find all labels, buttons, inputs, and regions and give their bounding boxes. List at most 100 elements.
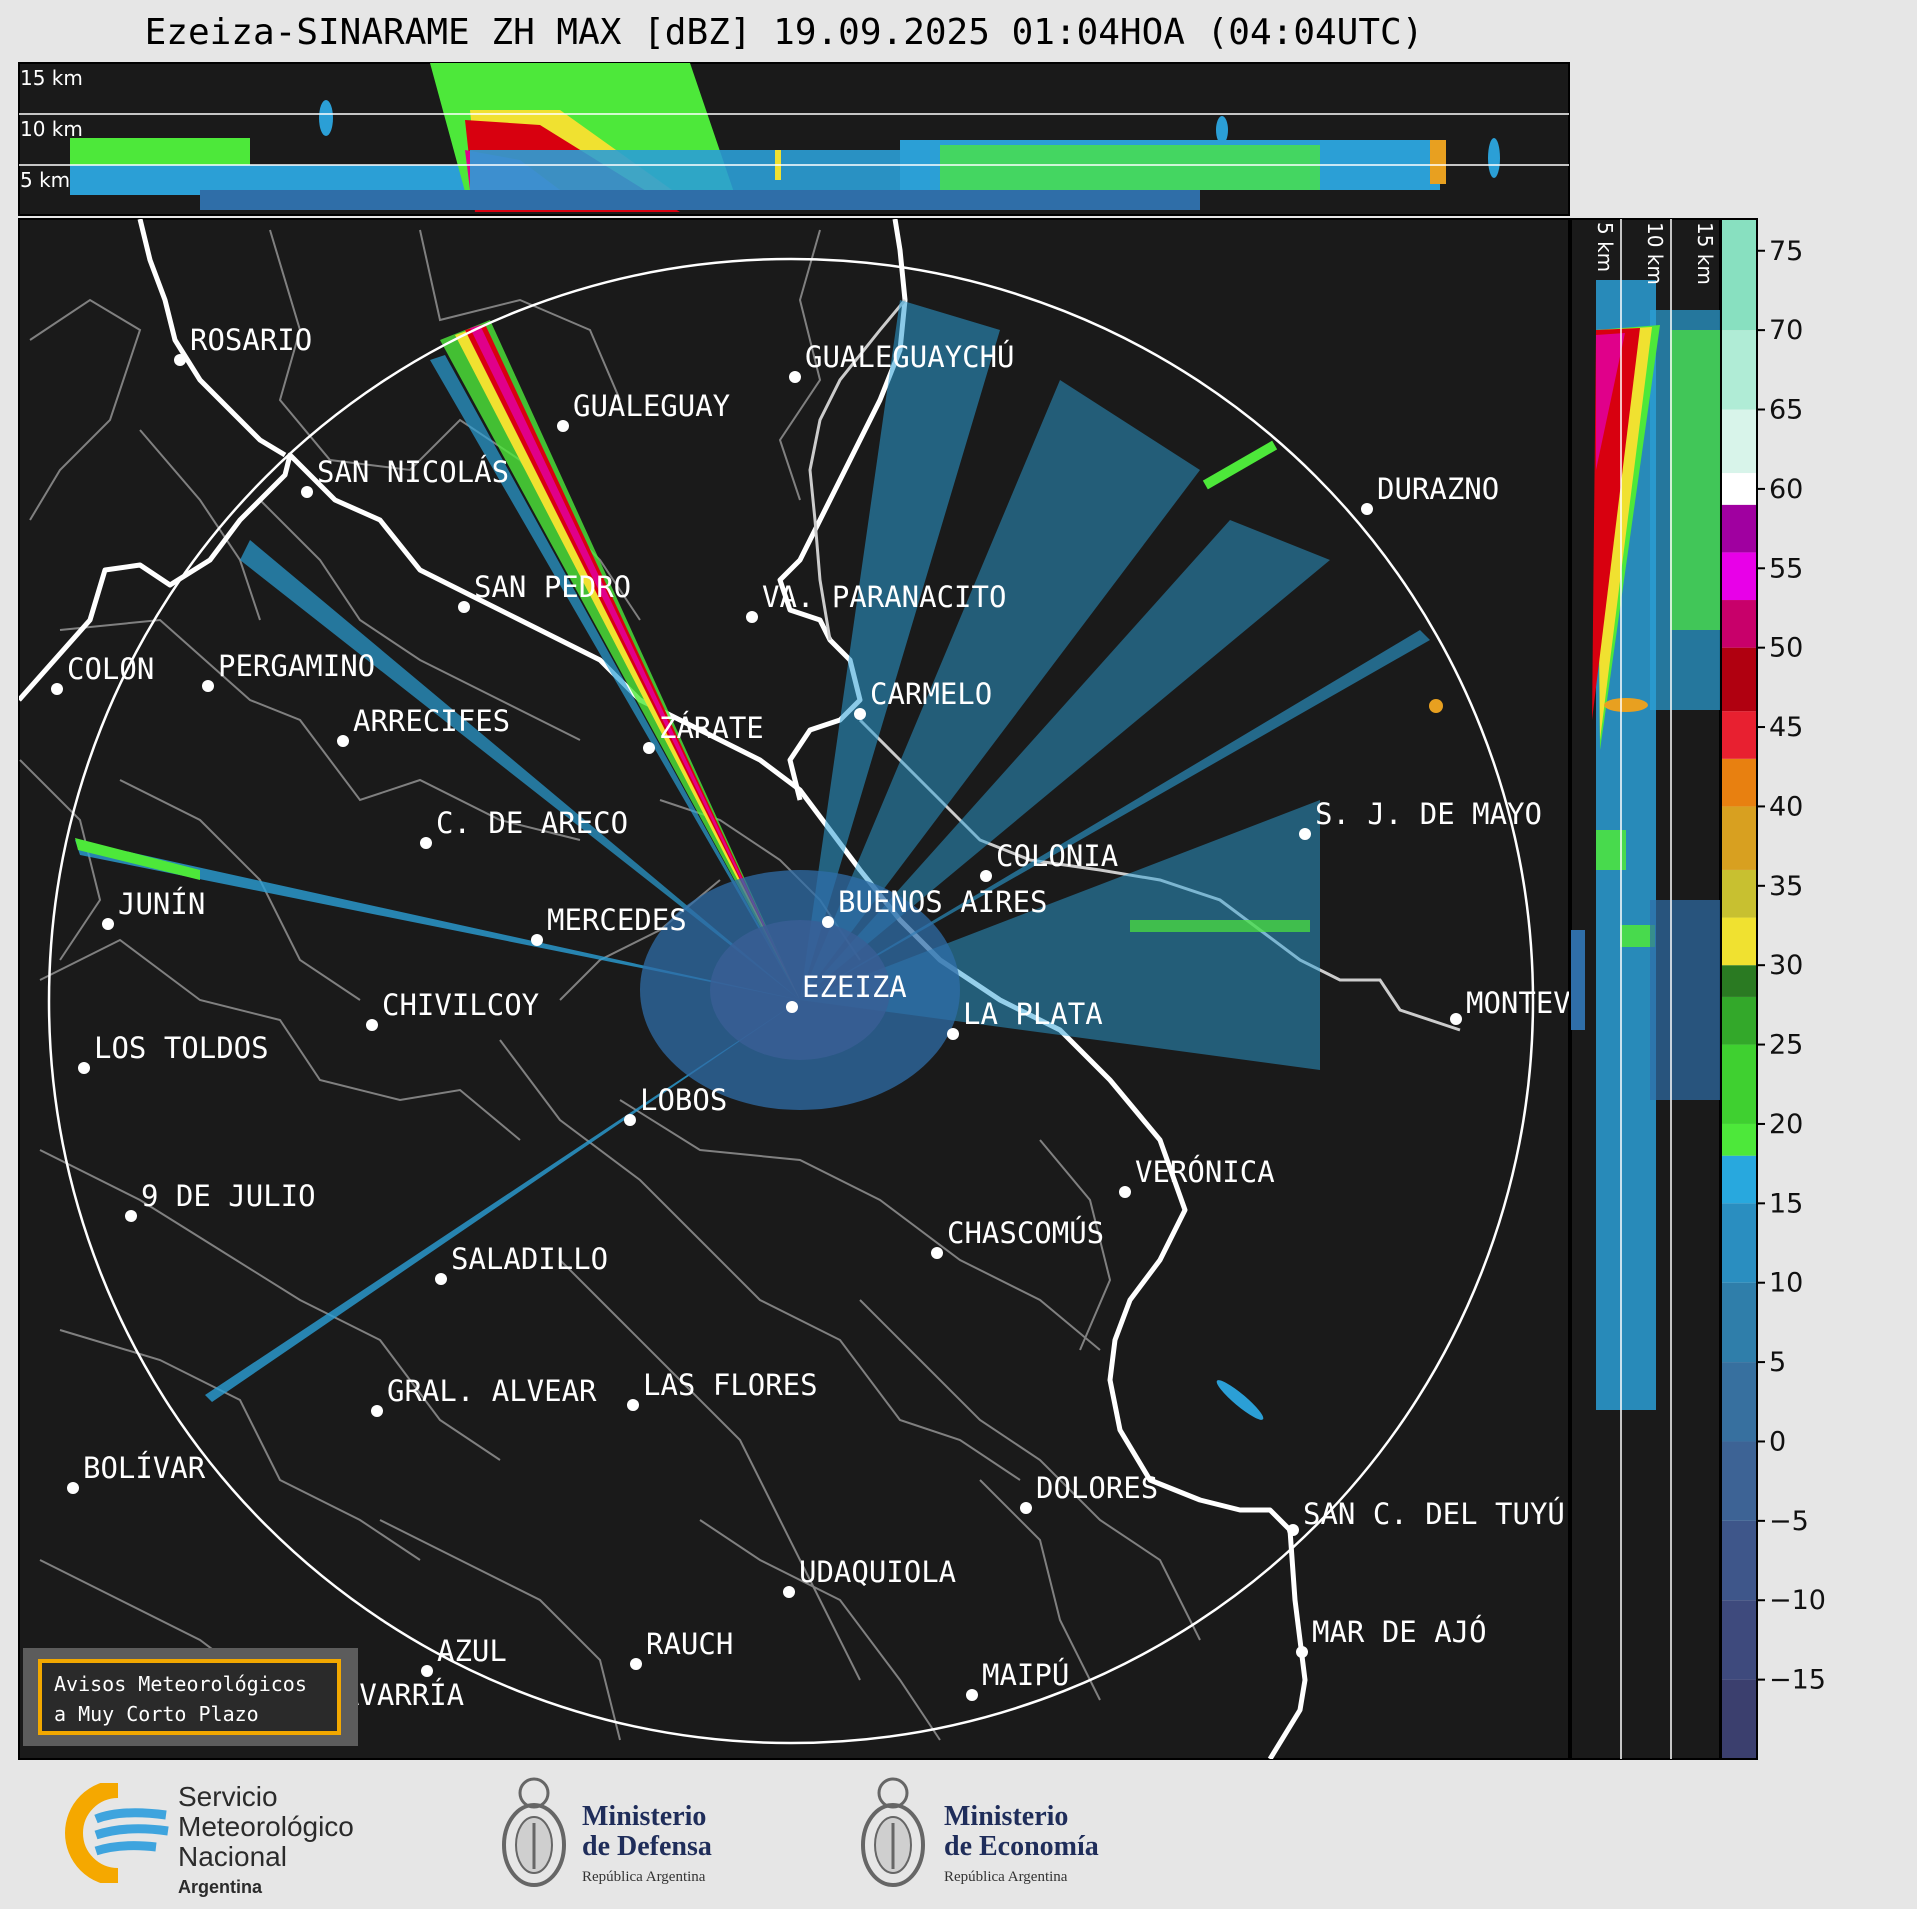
city-label: CHASCOMÚS <box>947 1216 1104 1250</box>
colorbar-tick-label: 50 <box>1769 633 1803 664</box>
colorbar-segment <box>1721 600 1757 648</box>
city-marker <box>337 735 349 747</box>
smn-line4: Argentina <box>178 1877 263 1897</box>
city-marker <box>202 680 214 692</box>
city-label: ROSARIO <box>190 323 312 357</box>
avisos-notice[interactable]: Avisos Meteorológicos a Muy Corto Plazo <box>38 1659 341 1735</box>
city-marker <box>947 1028 959 1040</box>
colorbar-tick-label: 55 <box>1769 553 1803 584</box>
colorbar-segment <box>1721 711 1757 759</box>
top-label-5km: 5 km <box>20 168 70 192</box>
economia-line1: Ministerio <box>944 1801 1069 1832</box>
colorbar-segment <box>1721 1044 1757 1124</box>
city-marker <box>1296 1646 1308 1658</box>
colorbar-segment <box>1721 1362 1757 1442</box>
city-marker <box>786 1001 798 1013</box>
city-marker <box>421 1665 433 1677</box>
city-label: UDAQUIOLA <box>799 1555 956 1589</box>
city-label: EZEIZA <box>802 970 907 1004</box>
colorbar-tick-label: 40 <box>1769 791 1803 822</box>
smn-line2: Meteorológico <box>178 1811 354 1842</box>
defensa-line1: Ministerio <box>582 1801 707 1832</box>
smn-logo-icon <box>65 1783 169 1883</box>
colorbar-segment <box>1721 1441 1757 1521</box>
city-label: ARRECIFES <box>353 704 510 738</box>
city-label: PERGAMINO <box>218 649 375 683</box>
smn-line3: Nacional <box>178 1841 287 1872</box>
colorbar-segment <box>1721 1679 1757 1759</box>
city-marker <box>371 1405 383 1417</box>
city-marker <box>789 371 801 383</box>
city-marker <box>458 601 470 613</box>
city-marker <box>78 1062 90 1074</box>
city-label: MAR DE AJÓ <box>1312 1615 1487 1649</box>
city-label: SAN PEDRO <box>474 570 631 604</box>
colorbar-tick-label: 25 <box>1769 1030 1803 1061</box>
city-marker <box>630 1658 642 1670</box>
city-label: MONTEVIDEO <box>1466 986 1641 1020</box>
side-height-profile: 5 km 10 km 15 km <box>1570 218 1721 1760</box>
city-label: 9 DE JULIO <box>141 1179 316 1213</box>
city-marker <box>366 1019 378 1031</box>
city-marker <box>966 1689 978 1701</box>
colorbar-segment <box>1721 219 1757 331</box>
city-label: SALADILLO <box>451 1242 608 1276</box>
colorbar-tick-label: 30 <box>1769 950 1803 981</box>
city-label: BOLÍVAR <box>83 1451 206 1485</box>
city-label: JUNÍN <box>118 887 205 921</box>
colorbar-segment <box>1721 473 1757 505</box>
city-label: LOS TOLDOS <box>94 1031 269 1065</box>
colorbar-segment <box>1721 806 1757 870</box>
colorbar-segment <box>1721 552 1757 601</box>
colorbar-segment <box>1721 330 1757 410</box>
colorbar-segment <box>1721 996 1757 1045</box>
city-marker <box>1119 1186 1131 1198</box>
colorbar-segment <box>1721 1600 1757 1680</box>
city-label: ZÁRATE <box>659 711 764 745</box>
city-label: LA PLATA <box>963 997 1103 1031</box>
city-label: GUALEGUAYCHÚ <box>805 340 1015 374</box>
city-marker <box>301 486 313 498</box>
radar-map: ROSARIO GUALEGUAYCHÚ GUALEGUAY SAN NICOLÁS D… <box>18 218 1641 1760</box>
colorbar-segment <box>1721 1203 1757 1283</box>
city-label: SAN NICOLÁS <box>317 455 509 489</box>
defensa-line2: de Defensa <box>582 1831 712 1862</box>
coat-of-arms-icon <box>861 1777 925 1887</box>
economia-line3: República Argentina <box>944 1869 1068 1885</box>
city-marker <box>557 420 569 432</box>
city-label: DOLORES <box>1036 1471 1158 1505</box>
colorbar-segments <box>1721 219 1757 1759</box>
city-marker <box>627 1399 639 1411</box>
city-marker <box>125 1210 137 1222</box>
city-label: GRAL. ALVEAR <box>387 1374 597 1408</box>
colorbar-tick-label: 65 <box>1769 395 1803 426</box>
city-marker <box>1361 503 1373 515</box>
smn-logo: Servicio Meteorológico Nacional Argentin… <box>178 1782 354 1902</box>
city-label: RAUCH <box>646 1627 733 1661</box>
city-label: LAS FLORES <box>643 1368 818 1402</box>
city-marker <box>980 870 992 882</box>
side-label-5km: 5 km <box>1593 222 1617 272</box>
colorbar-segment <box>1721 409 1757 474</box>
city-label: VA. PARANACITO <box>762 580 1006 614</box>
colorbar-segment <box>1721 758 1757 807</box>
city-label: COLONIA <box>996 839 1118 873</box>
city-label: S. J. DE MAYO <box>1315 797 1542 831</box>
colorbar-tick-label: 0 <box>1769 1426 1786 1457</box>
city-marker <box>435 1273 447 1285</box>
colorbar-tick-label: 10 <box>1769 1268 1803 1299</box>
coat-of-arms-icon <box>502 1777 566 1887</box>
colorbar-segment <box>1721 647 1757 712</box>
city-label: DURAZNO <box>1377 472 1499 506</box>
city-labels: ROSARIO GUALEGUAYCHÚ GUALEGUAY SAN NICOLÁS D… <box>51 323 1641 1717</box>
map-title: Ezeiza-SINARAME ZH MAX [dBZ] 19.09.2025 … <box>144 12 1424 53</box>
colorbar-tick-label: 45 <box>1769 712 1803 743</box>
top-height-profile: 15 km 10 km 5 km <box>18 62 1570 216</box>
colorbar-tick-label: −5 <box>1769 1506 1809 1537</box>
smn-line1: Servicio <box>178 1781 278 1812</box>
city-label: VERÓNICA <box>1135 1155 1275 1189</box>
defensa-line3: República Argentina <box>582 1869 706 1885</box>
city-marker <box>822 916 834 928</box>
